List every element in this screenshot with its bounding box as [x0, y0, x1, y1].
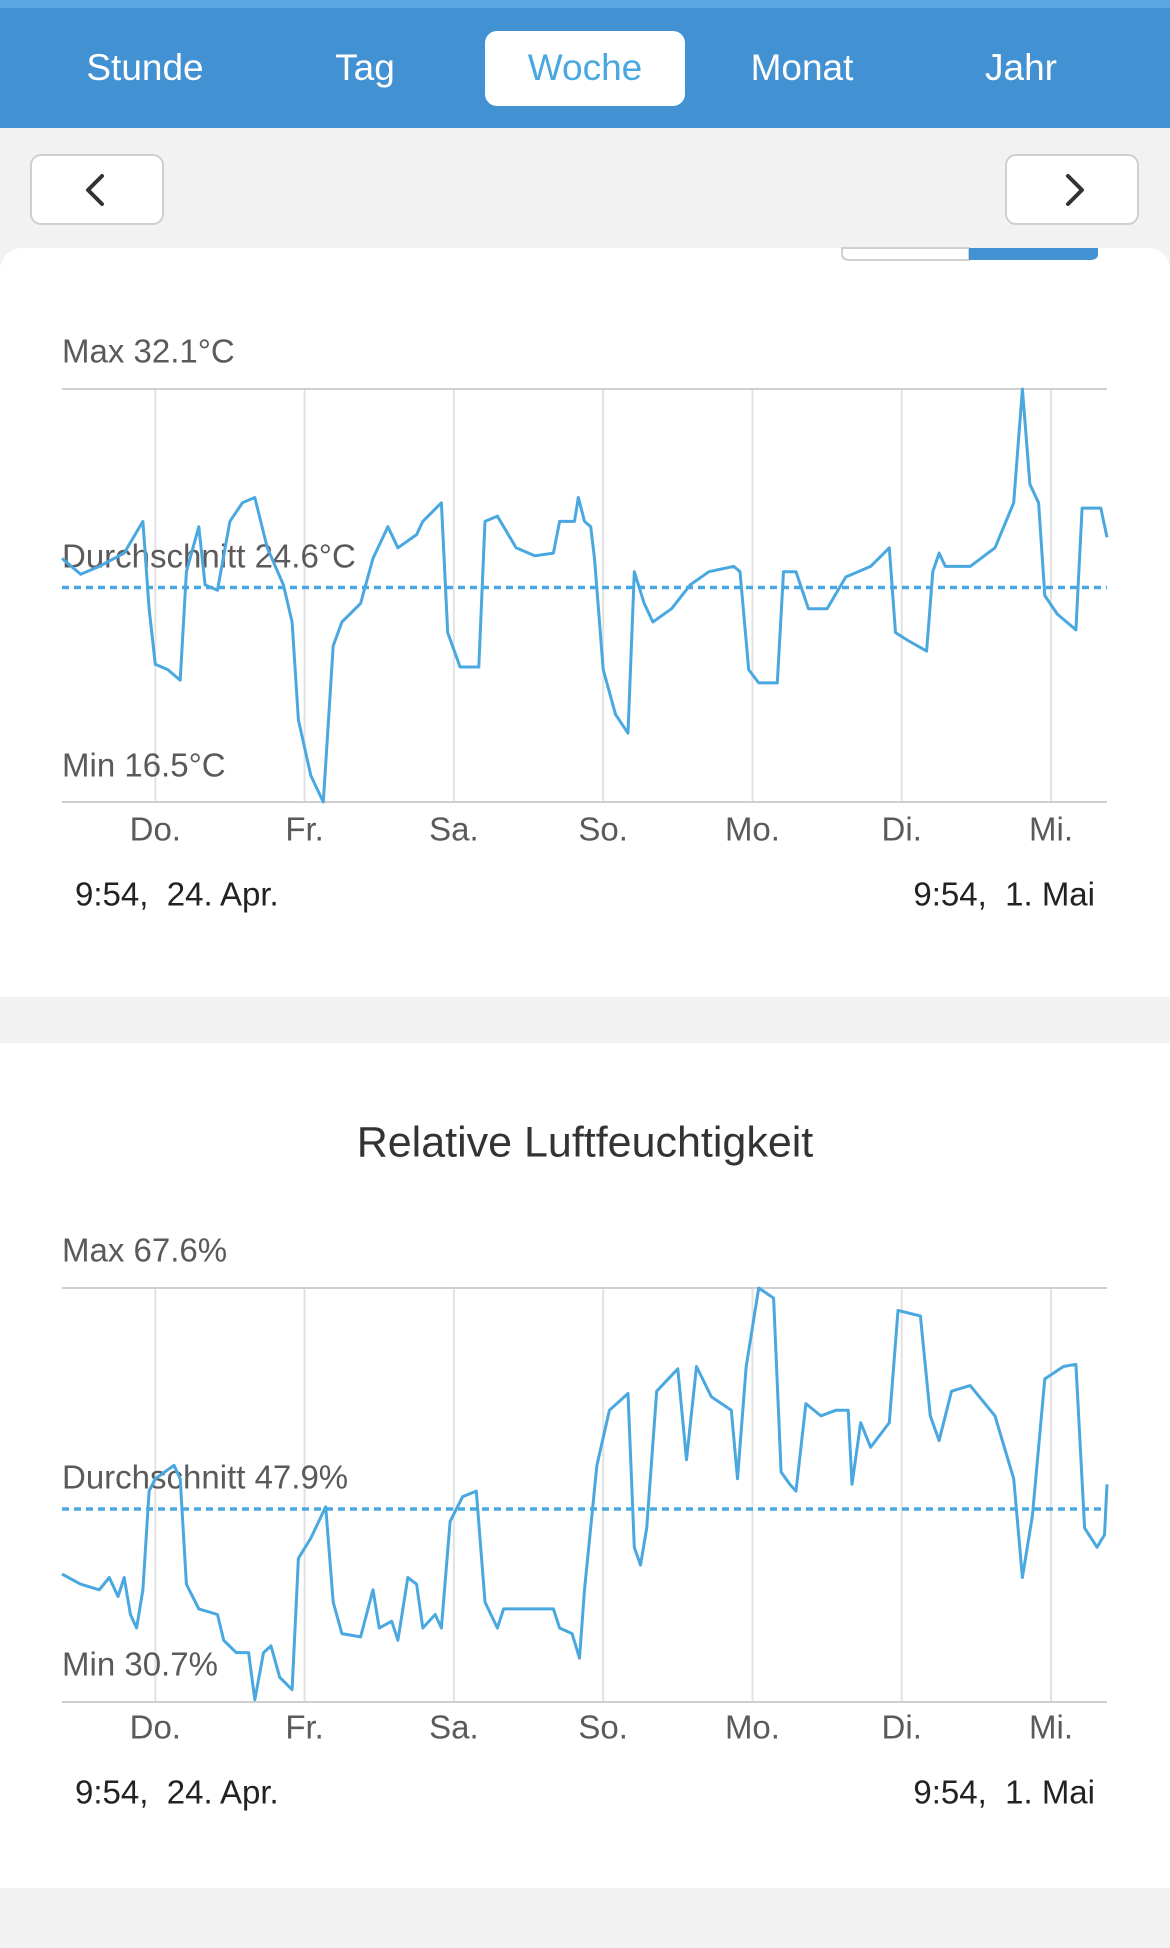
x-tick-label: Mi.: [1029, 811, 1073, 848]
min-label: Min 16.5°C: [62, 747, 226, 784]
data-line: [61, 387, 1109, 804]
x-tick-label: Di.: [882, 1709, 922, 1746]
tab[interactable]: Jahr: [985, 47, 1057, 88]
tab[interactable]: Tag: [335, 47, 395, 88]
next-chevron: [1066, 174, 1084, 206]
max-label: Max 67.6%: [62, 1232, 227, 1269]
min-label: Min 30.7%: [62, 1646, 218, 1683]
start-date: 9:54, 24. Apr.: [75, 876, 279, 913]
x-tick-label: Mo.: [725, 1709, 780, 1746]
prev-button[interactable]: [30, 154, 164, 225]
humidity-card: [0, 1043, 1170, 1888]
start-date: 9:54, 24. Apr.: [75, 1774, 279, 1811]
segment-remnant: [841, 247, 970, 261]
end-date: 9:54, 1. Mai: [913, 876, 1095, 913]
charts: Do. Fr. Sa. So. Mo. Di. Mi. Max 32.1°C Min 16.5°…: [61, 333, 1109, 1811]
x-tick-label: Mo.: [725, 811, 780, 848]
temperature-card-body: [0, 270, 1170, 997]
average-label: Durchschnitt 47.9%: [62, 1459, 348, 1496]
prev-chevron: [86, 174, 104, 206]
tab-selected[interactable]: Woche: [528, 47, 643, 88]
next-button[interactable]: [1005, 154, 1139, 225]
tab[interactable]: Monat: [751, 47, 855, 88]
tabs: Stunde Tag Woche Monat Jahr: [86, 31, 1057, 106]
x-tick-label: So.: [578, 811, 628, 848]
average-label: Durchschnitt 24.6°C: [62, 538, 356, 575]
tab-selected-bg[interactable]: [485, 31, 685, 106]
x-tick-label: Mi.: [1029, 1709, 1073, 1746]
max-label: Max 32.1°C: [62, 333, 235, 370]
x-tick-label: Fr.: [285, 1709, 324, 1746]
x-tick-label: Fr.: [285, 811, 324, 848]
end-date: 9:54, 1. Mai: [913, 1774, 1095, 1811]
x-tick-label: So.: [578, 1709, 628, 1746]
status-strip: [0, 0, 1170, 8]
x-tick-label: Sa.: [429, 811, 479, 848]
x-tick-label: Do.: [130, 811, 181, 848]
x-tick-label: Di.: [882, 811, 922, 848]
segment-remnant-active: [969, 248, 1098, 260]
tab[interactable]: Stunde: [86, 47, 203, 88]
chart-title: Relative Luftfeuchtigkeit: [357, 1118, 814, 1166]
x-tick-label: Do.: [130, 1709, 181, 1746]
data-line: [61, 1286, 1109, 1702]
x-tick-label: Sa.: [429, 1709, 479, 1746]
